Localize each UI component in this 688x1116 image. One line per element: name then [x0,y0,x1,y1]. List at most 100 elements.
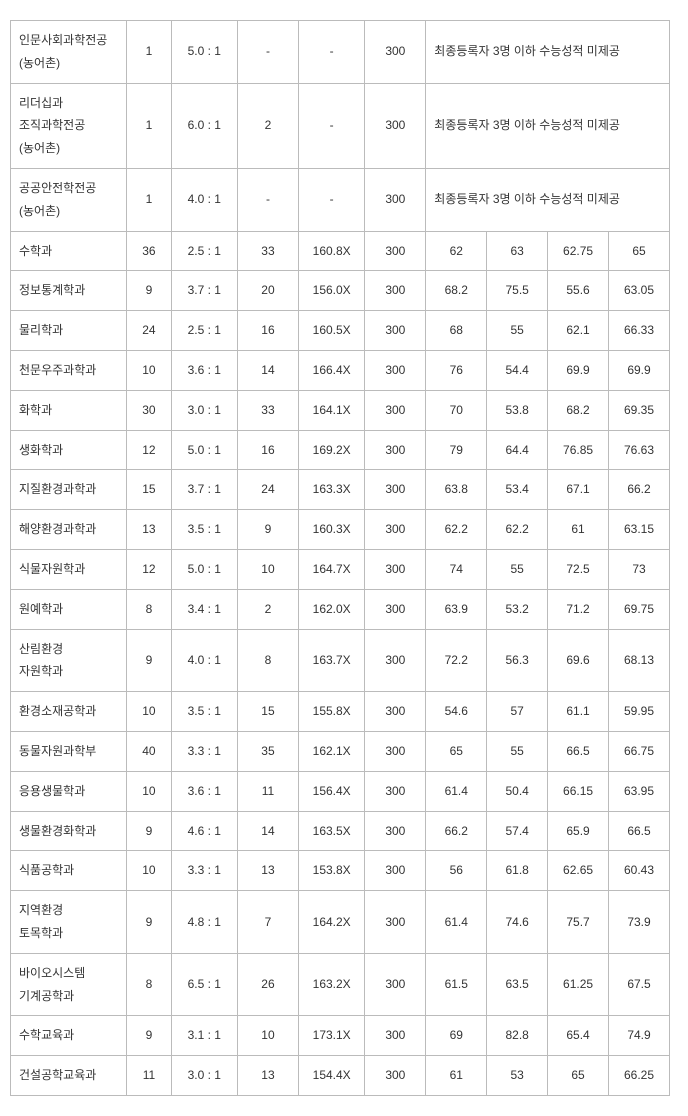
table-row: 산림환경자원학과94.0 : 18163.7X30072.256.369.668… [11,629,670,692]
cell: 5.0 : 1 [171,430,237,470]
cell: 5.0 : 1 [171,21,237,84]
cell: 67.1 [548,470,609,510]
cell: 55.6 [548,271,609,311]
cell: 69.35 [609,390,670,430]
cell: 10 [127,851,171,891]
cell: 61.5 [426,953,487,1016]
cell: 300 [365,350,426,390]
table-row: 인문사회과학전공(농어촌)15.0 : 1--300최종등록자 3명 이하 수능… [11,21,670,84]
table-row: 원예학과83.4 : 12162.0X30063.953.271.269.75 [11,589,670,629]
cell: 68.2 [426,271,487,311]
cell: 2.5 : 1 [171,311,237,351]
cell: 300 [365,83,426,168]
cell: 62.75 [548,231,609,271]
cell: 69.6 [548,629,609,692]
cell: 3.6 : 1 [171,350,237,390]
cell: 70 [426,390,487,430]
cell: 8 [127,589,171,629]
cell: 3.0 : 1 [171,1056,237,1096]
cell: 10 [127,771,171,811]
cell: 61.25 [548,953,609,1016]
cell: 162.0X [298,589,364,629]
table-row: 환경소재공학과103.5 : 115155.8X30054.65761.159.… [11,692,670,732]
cell: 63.9 [426,589,487,629]
cell: 69.9 [548,350,609,390]
cell: 169.2X [298,430,364,470]
cell: 160.8X [298,231,364,271]
cell: 1 [127,168,171,231]
cell: 75.7 [548,891,609,954]
cell: 동물자원과학부 [11,731,127,771]
cell: 56.3 [487,629,548,692]
cell: 2 [238,83,299,168]
cell: 173.1X [298,1016,364,1056]
cell: 53.8 [487,390,548,430]
table-row: 화학과303.0 : 133164.1X3007053.868.269.35 [11,390,670,430]
cell: 300 [365,731,426,771]
table-row: 리더십과 조직과학전공(농어촌)16.0 : 12-300최종등록자 3명 이하… [11,83,670,168]
cell: 74 [426,549,487,589]
cell: 155.8X [298,692,364,732]
cell: 2 [238,589,299,629]
cell: 82.8 [487,1016,548,1056]
cell: 69 [426,1016,487,1056]
cell: 물리학과 [11,311,127,351]
cell: 56 [426,851,487,891]
cell: 54.4 [487,350,548,390]
cell: 천문우주과학과 [11,350,127,390]
cell: 156.4X [298,771,364,811]
cell: 16 [238,311,299,351]
cell: 300 [365,811,426,851]
cell: 62.2 [426,510,487,550]
table-row: 생물환경화학과94.6 : 114163.5X30066.257.465.966… [11,811,670,851]
table-row: 물리학과242.5 : 116160.5X300685562.166.33 [11,311,670,351]
cell: 응용생물학과 [11,771,127,811]
cell: 최종등록자 3명 이하 수능성적 미제공 [426,168,670,231]
cell: 156.0X [298,271,364,311]
cell: 75.5 [487,271,548,311]
cell: 3.1 : 1 [171,1016,237,1056]
cell: 163.3X [298,470,364,510]
cell: 68 [426,311,487,351]
cell: 1 [127,21,171,84]
cell: 10 [238,549,299,589]
cell: 지질환경과학과 [11,470,127,510]
cell: - [238,21,299,84]
cell: 원예학과 [11,589,127,629]
table-row: 수학교육과93.1 : 110173.1X3006982.865.474.9 [11,1016,670,1056]
cell: 33 [238,390,299,430]
cell: 69.9 [609,350,670,390]
cell: 9 [127,629,171,692]
cell: 3.3 : 1 [171,731,237,771]
cell: 14 [238,350,299,390]
cell: 62.2 [487,510,548,550]
cell: 3.5 : 1 [171,510,237,550]
cell: 6.5 : 1 [171,953,237,1016]
cell: 수학과 [11,231,127,271]
cell: 65 [609,231,670,271]
cell: 160.3X [298,510,364,550]
cell: 1 [127,83,171,168]
cell: 정보통계학과 [11,271,127,311]
cell: 생화학과 [11,430,127,470]
cell: - [298,168,364,231]
cell: 61.8 [487,851,548,891]
table-row: 해양환경과학과133.5 : 19160.3X30062.262.26163.1… [11,510,670,550]
cell: 300 [365,771,426,811]
cell: 300 [365,231,426,271]
cell: 300 [365,953,426,1016]
cell: - [298,21,364,84]
cell: 65 [426,731,487,771]
cell: 최종등록자 3명 이하 수능성적 미제공 [426,21,670,84]
cell: 3.4 : 1 [171,589,237,629]
table-row: 정보통계학과93.7 : 120156.0X30068.275.555.663.… [11,271,670,311]
cell: 4.8 : 1 [171,891,237,954]
cell: 300 [365,470,426,510]
cell: 65 [548,1056,609,1096]
cell: 61 [426,1056,487,1096]
table-row: 수학과362.5 : 133160.8X300626362.7565 [11,231,670,271]
cell: 67.5 [609,953,670,1016]
cell: 66.5 [548,731,609,771]
cell: 300 [365,1056,426,1096]
cell: 20 [238,271,299,311]
